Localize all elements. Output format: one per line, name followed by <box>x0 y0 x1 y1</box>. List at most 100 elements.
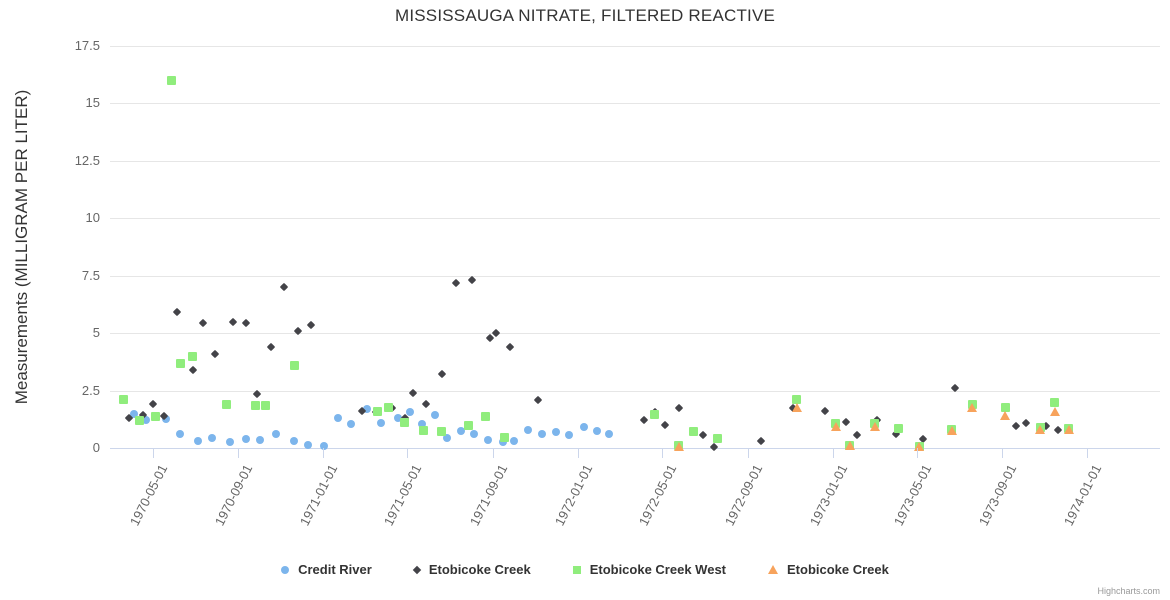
data-point[interactable] <box>377 418 386 427</box>
data-point[interactable] <box>271 430 280 439</box>
data-point[interactable] <box>175 358 185 368</box>
data-point[interactable] <box>384 403 394 413</box>
data-point[interactable] <box>279 282 288 292</box>
data-point[interactable] <box>650 410 660 420</box>
data-point[interactable] <box>289 360 299 370</box>
data-point[interactable] <box>188 365 198 375</box>
data-point[interactable] <box>1049 406 1060 416</box>
data-point[interactable] <box>894 423 904 433</box>
data-point[interactable] <box>467 276 477 285</box>
data-point[interactable] <box>266 342 276 352</box>
data-point[interactable] <box>914 442 925 452</box>
data-point[interactable] <box>674 403 684 413</box>
data-point[interactable] <box>255 435 264 444</box>
data-point[interactable] <box>580 423 589 432</box>
data-point[interactable] <box>510 437 519 446</box>
data-point[interactable] <box>207 433 216 442</box>
data-point[interactable] <box>421 400 431 409</box>
data-point[interactable] <box>537 430 546 439</box>
data-point[interactable] <box>260 401 270 410</box>
data-point[interactable] <box>437 370 447 379</box>
data-point[interactable] <box>457 426 466 435</box>
data-point[interactable] <box>820 406 829 416</box>
data-point[interactable] <box>134 415 144 425</box>
data-point[interactable] <box>498 438 507 447</box>
data-point[interactable] <box>188 351 198 361</box>
data-point[interactable] <box>1000 411 1011 421</box>
data-point[interactable] <box>524 425 533 434</box>
data-point[interactable] <box>844 441 855 451</box>
data-point[interactable] <box>1011 421 1020 431</box>
data-point[interactable] <box>172 308 182 317</box>
data-point[interactable] <box>500 433 510 443</box>
data-point[interactable] <box>505 342 514 352</box>
data-point[interactable] <box>400 418 410 428</box>
data-point[interactable] <box>148 400 158 409</box>
data-point[interactable] <box>250 401 260 410</box>
data-point[interactable] <box>1021 418 1031 427</box>
data-point[interactable] <box>161 415 170 424</box>
data-point[interactable] <box>756 436 766 446</box>
data-point[interactable] <box>333 414 342 423</box>
data-point[interactable] <box>853 431 862 440</box>
data-point[interactable] <box>689 427 699 437</box>
data-point[interactable] <box>698 431 707 440</box>
data-point[interactable] <box>660 420 670 430</box>
data-point[interactable] <box>130 409 139 418</box>
data-point[interactable] <box>639 416 649 425</box>
data-point[interactable] <box>481 412 491 422</box>
data-point[interactable] <box>1063 425 1074 435</box>
data-point[interactable] <box>792 395 802 405</box>
data-point[interactable] <box>225 438 234 447</box>
data-point[interactable] <box>320 441 329 450</box>
data-point[interactable] <box>830 421 841 431</box>
data-point[interactable] <box>967 403 978 413</box>
data-point[interactable] <box>347 419 356 428</box>
data-point[interactable] <box>552 427 561 436</box>
data-point[interactable] <box>451 278 461 287</box>
data-point[interactable] <box>290 437 299 446</box>
data-point[interactable] <box>1000 403 1010 413</box>
legend-item-3[interactable]: Etobicoke Creek <box>768 562 889 577</box>
data-point[interactable] <box>405 408 414 417</box>
data-point[interactable] <box>842 417 851 426</box>
data-point[interactable] <box>241 434 250 443</box>
data-point[interactable] <box>483 435 492 444</box>
data-point[interactable] <box>166 75 176 85</box>
data-point[interactable] <box>710 442 719 452</box>
data-point[interactable] <box>193 437 202 446</box>
chart-legend[interactable]: Credit River Etobicoke Creek Etobicoke Cre… <box>0 562 1170 577</box>
data-point[interactable] <box>430 410 439 419</box>
data-point[interactable] <box>1053 425 1063 434</box>
data-point[interactable] <box>1050 397 1060 407</box>
data-point[interactable] <box>363 404 372 413</box>
data-point[interactable] <box>417 419 426 428</box>
data-point[interactable] <box>118 395 128 405</box>
data-point[interactable] <box>463 420 473 430</box>
data-point[interactable] <box>605 430 614 439</box>
legend-item-0[interactable]: Credit River <box>281 562 372 577</box>
highcharts-credits[interactable]: Highcharts.com <box>1097 586 1160 596</box>
data-point[interactable] <box>533 395 543 404</box>
data-point[interactable] <box>1035 425 1046 435</box>
data-point[interactable] <box>419 426 429 436</box>
data-point[interactable] <box>437 427 447 437</box>
data-point[interactable] <box>946 426 957 436</box>
data-point[interactable] <box>673 442 684 452</box>
data-point[interactable] <box>221 399 231 409</box>
data-point[interactable] <box>304 440 312 449</box>
data-point[interactable] <box>211 349 220 359</box>
data-point[interactable] <box>373 406 383 416</box>
data-point[interactable] <box>791 403 802 413</box>
data-point[interactable] <box>869 421 880 431</box>
data-point[interactable] <box>142 416 151 425</box>
data-point[interactable] <box>469 430 478 439</box>
data-point[interactable] <box>443 433 452 442</box>
data-point[interactable] <box>713 434 723 444</box>
data-point[interactable] <box>393 414 402 423</box>
data-point[interactable] <box>592 426 601 435</box>
data-point[interactable] <box>229 317 238 326</box>
legend-item-1[interactable]: Etobicoke Creek <box>412 562 531 577</box>
data-point[interactable] <box>307 320 316 330</box>
data-point[interactable] <box>198 318 207 328</box>
